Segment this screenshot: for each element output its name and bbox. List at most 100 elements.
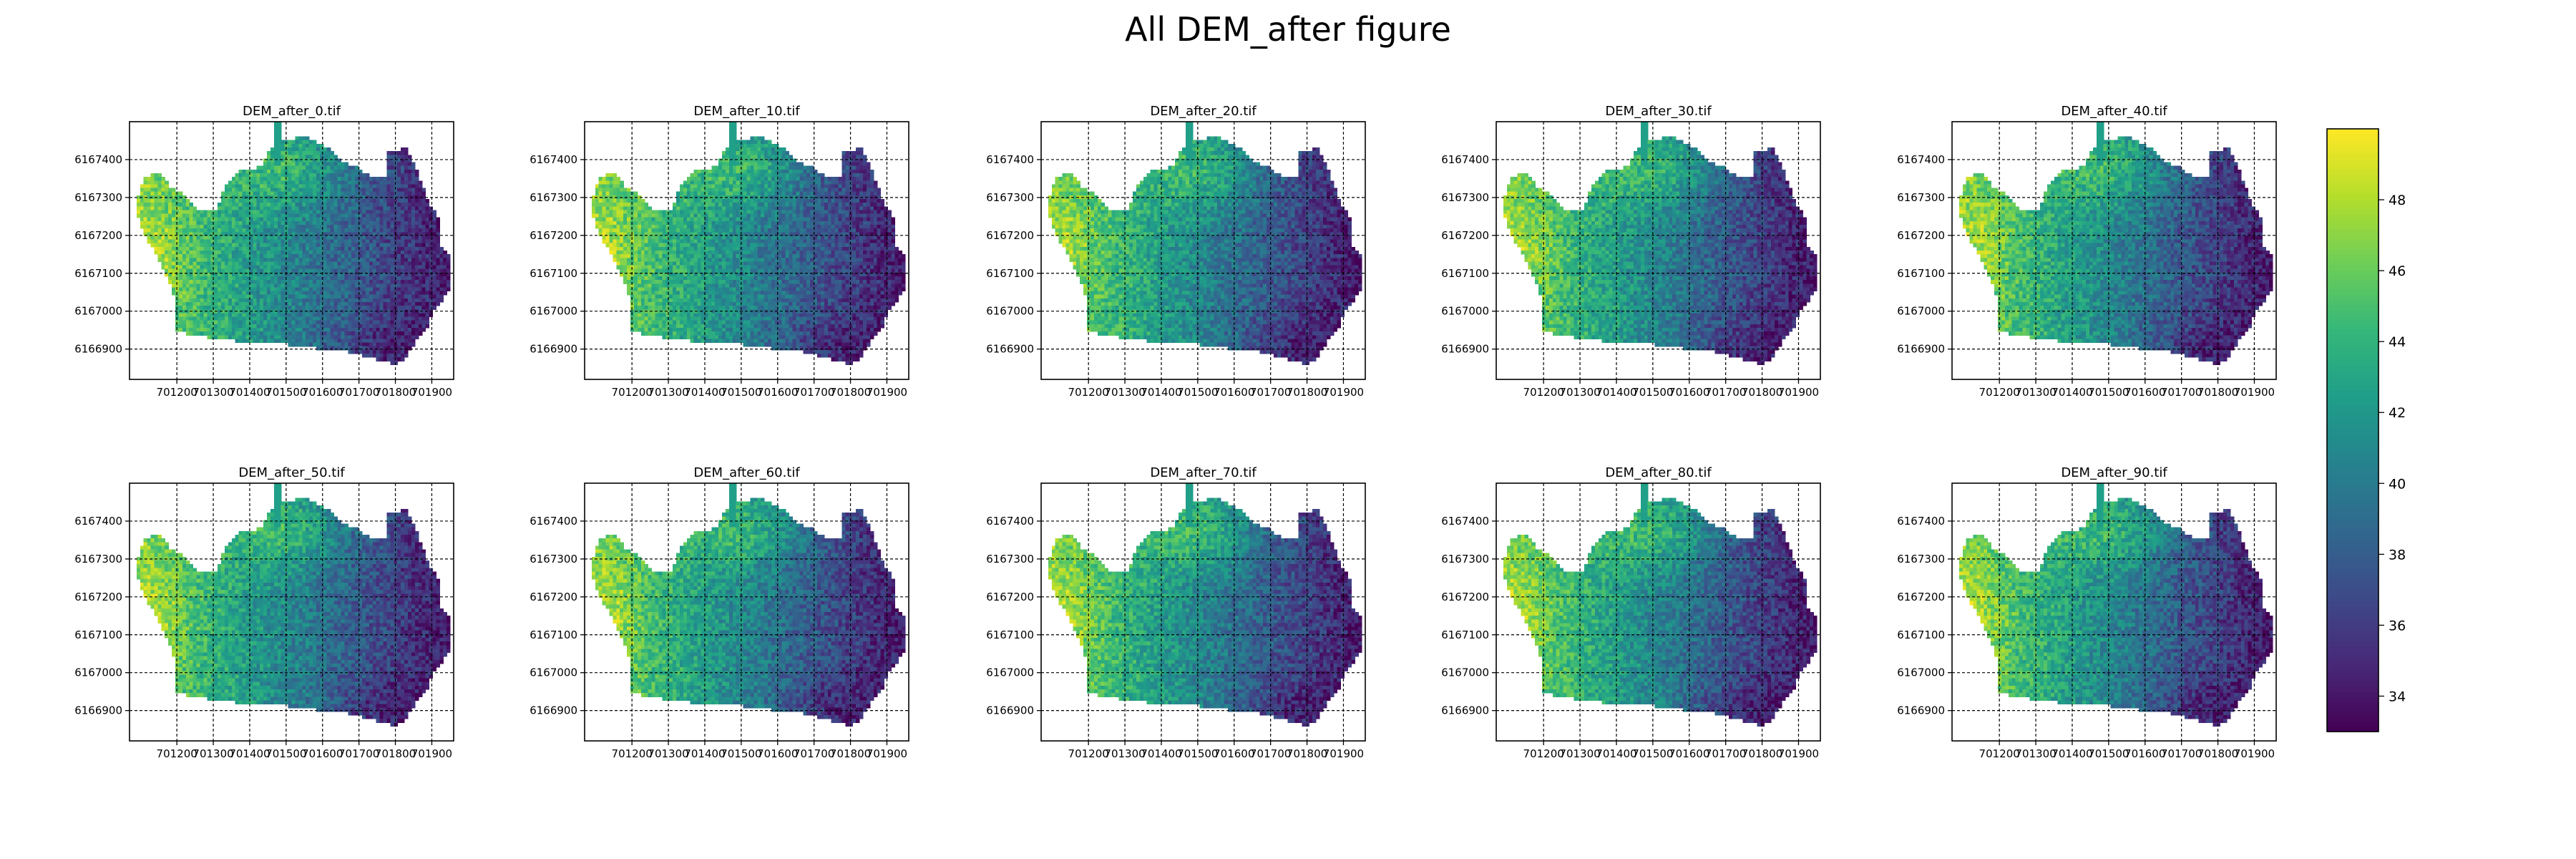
raster-cell: [341, 199, 345, 203]
raster-cell: [175, 220, 180, 225]
raster-cell: [764, 165, 769, 170]
raster-cell: [256, 316, 260, 321]
raster-cell: [411, 162, 416, 167]
raster-cell: [372, 254, 377, 258]
raster-cell: [386, 213, 391, 218]
raster-cell: [814, 177, 818, 181]
raster-cell: [369, 217, 374, 222]
raster-cell: [182, 228, 187, 233]
raster-cell: [361, 268, 366, 273]
raster-cell: [260, 280, 264, 284]
raster-cell: [295, 276, 299, 281]
raster-cell: [351, 203, 356, 207]
raster-cell: [302, 140, 306, 145]
raster-cell: [221, 309, 225, 314]
raster-cell: [351, 191, 356, 196]
raster-cell: [605, 184, 610, 189]
raster-cell: [309, 316, 313, 321]
raster-cell: [369, 261, 374, 266]
raster-cell: [421, 195, 426, 200]
raster-cell: [256, 302, 260, 306]
raster-cell: [277, 162, 282, 167]
raster-cell: [249, 291, 253, 296]
raster-cell: [270, 280, 275, 284]
raster-cell: [316, 169, 321, 174]
raster-cell: [196, 251, 201, 255]
raster-cell: [361, 258, 366, 263]
raster-cell: [753, 184, 758, 189]
raster-cell: [298, 261, 303, 266]
raster-cell: [218, 320, 222, 325]
raster-cell: [270, 162, 275, 167]
raster-cell: [238, 169, 243, 174]
raster-cell: [806, 169, 811, 174]
raster-cell: [814, 213, 818, 218]
raster-cell: [231, 217, 236, 222]
raster-cell: [256, 324, 260, 329]
raster-cell: [256, 188, 260, 193]
raster-cell: [242, 246, 247, 251]
raster-cell: [316, 155, 321, 160]
raster-cell: [306, 210, 310, 215]
raster-cell: [231, 309, 236, 314]
raster-cell: [267, 324, 271, 329]
raster-cell: [421, 213, 426, 218]
raster-cell: [277, 173, 282, 178]
raster-cell: [330, 272, 335, 277]
raster-cell: [143, 213, 148, 218]
raster-cell: [386, 320, 391, 325]
raster-cell: [344, 280, 348, 284]
raster-cell: [852, 188, 857, 193]
raster-cell: [143, 232, 148, 237]
raster-cell: [260, 206, 264, 211]
raster-cell: [326, 346, 331, 351]
raster-cell: [365, 246, 370, 251]
raster-cell: [175, 258, 180, 263]
raster-cell: [326, 298, 331, 303]
raster-cell: [379, 357, 384, 361]
raster-cell: [249, 331, 253, 336]
raster-cell: [306, 232, 310, 237]
raster-cell: [302, 291, 306, 296]
raster-cell: [313, 184, 317, 189]
raster-cell: [401, 324, 405, 329]
raster-cell: [323, 210, 328, 215]
raster-cell: [341, 177, 345, 181]
raster-cell: [591, 210, 596, 215]
raster-cell: [136, 210, 141, 215]
raster-cell: [816, 180, 821, 185]
raster-cell: [295, 272, 299, 277]
raster-cell: [221, 306, 225, 310]
raster-cell: [235, 272, 240, 277]
raster-cell: [718, 158, 723, 163]
raster-cell: [633, 206, 638, 211]
raster-cell: [210, 331, 215, 336]
raster-cell: [224, 302, 229, 306]
raster-cell: [386, 195, 391, 200]
raster-cell: [351, 199, 356, 203]
raster-cell: [245, 177, 250, 181]
raster-cell: [178, 298, 183, 303]
raster-cell: [228, 191, 233, 196]
raster-cell: [761, 206, 765, 211]
raster-cell: [157, 258, 162, 263]
raster-cell: [397, 346, 401, 351]
raster-cell: [605, 188, 610, 193]
raster-cell: [831, 206, 836, 211]
raster-cell: [203, 302, 208, 306]
raster-cell: [418, 313, 423, 318]
raster-cell: [273, 298, 278, 303]
raster-cell: [242, 195, 247, 200]
raster-cell: [150, 228, 155, 233]
raster-cell: [270, 298, 275, 303]
raster-cell: [856, 180, 860, 185]
raster-cell: [358, 291, 363, 296]
raster-cell: [175, 232, 180, 237]
raster-cell: [256, 283, 260, 288]
raster-cell: [810, 184, 814, 189]
raster-cell: [218, 272, 222, 277]
raster-cell: [277, 188, 282, 193]
raster-cell: [637, 203, 642, 207]
raster-cell: [355, 339, 359, 344]
raster-cell: [386, 243, 391, 248]
